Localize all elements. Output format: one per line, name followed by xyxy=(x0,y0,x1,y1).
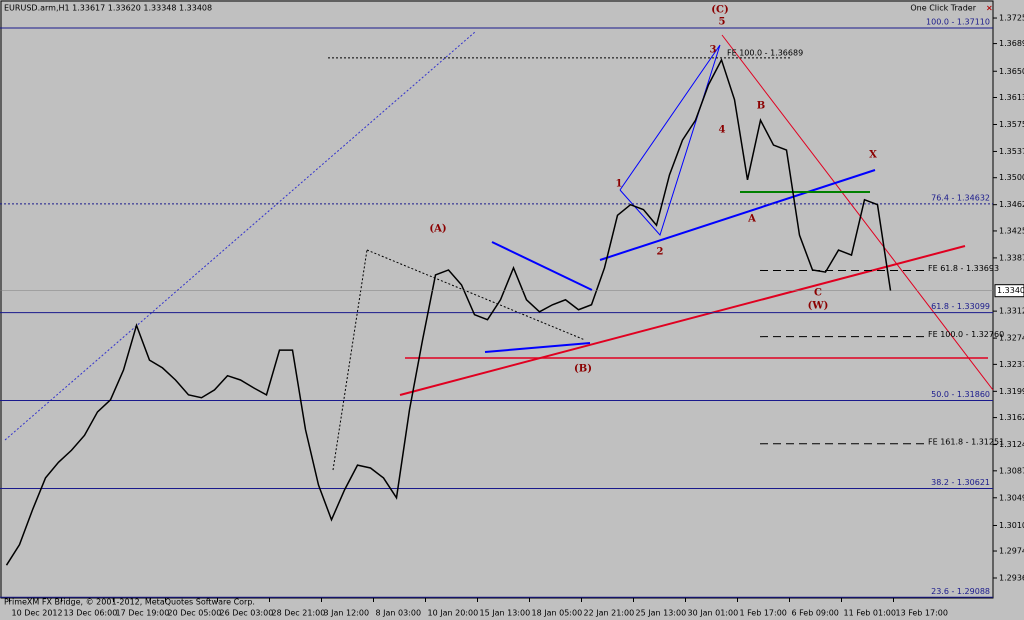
level-label: 76.4 - 1.34632 xyxy=(931,193,990,202)
trend-line xyxy=(491,241,593,291)
trend-line xyxy=(619,44,721,236)
y-tick-label: 1.30100 xyxy=(999,521,1024,530)
x-tick-label: 22 Jan 21:00 xyxy=(584,609,635,618)
plot-frame xyxy=(0,0,994,599)
y-tick-label: 1.31240 xyxy=(999,440,1024,449)
y-tick-label: 1.35750 xyxy=(999,120,1024,129)
wave-label: 5 xyxy=(719,17,726,28)
level-label: 50.0 - 1.31860 xyxy=(931,390,990,399)
footer: PrimeXM FX Bridge, © 2001-2012, MetaQuot… xyxy=(4,598,255,607)
y-tick-label: 1.29360 xyxy=(999,573,1024,582)
y-tick-label: 1.29740 xyxy=(999,547,1024,556)
panel-label[interactable]: One Click Trader xyxy=(910,4,976,13)
y-tick-label: 1.31990 xyxy=(999,387,1024,396)
wave-label: (C) xyxy=(711,5,728,16)
chart-title: EURUSD.arm,H1 1.33617 1.33620 1.33348 1.… xyxy=(4,4,212,13)
trend-line xyxy=(721,34,994,391)
x-tick-label: 3 Jan 12:00 xyxy=(324,609,370,618)
wave-label: X xyxy=(869,150,877,161)
price-line xyxy=(5,57,892,566)
x-tick-label: 13 Dec 06:00 xyxy=(64,609,118,618)
x-tick-label: 25 Jan 13:00 xyxy=(636,609,687,618)
trend-line xyxy=(366,249,586,341)
x-tick-label: 17 Dec 19:00 xyxy=(116,609,170,618)
y-tick-label: 1.32740 xyxy=(999,334,1024,343)
level-label: 61.8 - 1.33099 xyxy=(931,302,990,311)
wave-label: (W) xyxy=(808,301,829,312)
trend-line xyxy=(484,342,591,353)
wave-label: 2 xyxy=(657,247,664,258)
y-tick-label: 1.33120 xyxy=(999,307,1024,316)
level-label: 38.2 - 1.30621 xyxy=(931,478,990,487)
x-tick-label: 6 Feb 09:00 xyxy=(792,609,839,618)
y-tick-label: 1.30490 xyxy=(999,493,1024,502)
close-button[interactable]: × xyxy=(986,4,993,13)
y-tick-label: 1.34250 xyxy=(999,226,1024,235)
current-price-label: 1.33408 xyxy=(997,286,1024,295)
x-tick-label: 10 Dec 2012 xyxy=(12,609,63,618)
wave-label: 1 xyxy=(616,179,623,190)
x-tick-label: 28 Dec 21:00 xyxy=(272,609,326,618)
y-tick-label: 1.37250 xyxy=(999,14,1024,23)
level-label: FE 161.8 - 1.31251 xyxy=(928,437,1004,446)
level-label: FE 100.0 - 1.36689 xyxy=(727,48,803,57)
level-label: FE 61.8 - 1.33693 xyxy=(928,264,999,273)
level-label: 23.6 - 1.29088 xyxy=(931,587,990,596)
trend-line xyxy=(599,169,876,261)
y-tick-label: 1.35370 xyxy=(999,147,1024,156)
y-tick-label: 1.36130 xyxy=(999,93,1024,102)
x-tick-label: 26 Dec 03:00 xyxy=(220,609,274,618)
wave-label: B xyxy=(757,101,765,112)
y-tick-label: 1.36890 xyxy=(999,39,1024,48)
wave-label: 4 xyxy=(719,125,726,136)
y-tick-label: 1.35000 xyxy=(999,173,1024,182)
x-tick-label: 20 Dec 05:00 xyxy=(168,609,222,618)
wave-label: A xyxy=(747,214,756,225)
y-tick-label: 1.33870 xyxy=(999,253,1024,262)
x-tick-label: 13 Feb 17:00 xyxy=(896,609,948,618)
x-tick-label: 11 Feb 01:00 xyxy=(844,609,896,618)
wave-label: C xyxy=(814,288,822,299)
x-tick-label: 30 Jan 01:00 xyxy=(688,609,739,618)
level-label: FE 100.0 - 1.32760 xyxy=(928,330,1004,339)
x-tick-label: 10 Jan 20:00 xyxy=(428,609,479,618)
x-tick-label: 15 Jan 13:00 xyxy=(480,609,531,618)
level-label: 100.0 - 1.37110 xyxy=(926,17,990,26)
y-tick-label: 1.30870 xyxy=(999,466,1024,475)
x-tick-label: 18 Jan 05:00 xyxy=(532,609,583,618)
current-price-box xyxy=(994,284,1024,298)
y-tick-label: 1.36500 xyxy=(999,67,1024,76)
trend-line xyxy=(332,249,368,471)
y-tick-label: 1.32370 xyxy=(999,360,1024,369)
y-tick-label: 1.31620 xyxy=(999,413,1024,422)
x-tick-label: 8 Jan 03:00 xyxy=(376,609,422,618)
wave-label: 3 xyxy=(710,45,717,56)
wave-label: (B) xyxy=(574,364,592,375)
y-tick-label: 1.34620 xyxy=(999,200,1024,209)
x-tick-label: 1 Feb 17:00 xyxy=(740,609,787,618)
wave-label: (A) xyxy=(429,224,446,235)
